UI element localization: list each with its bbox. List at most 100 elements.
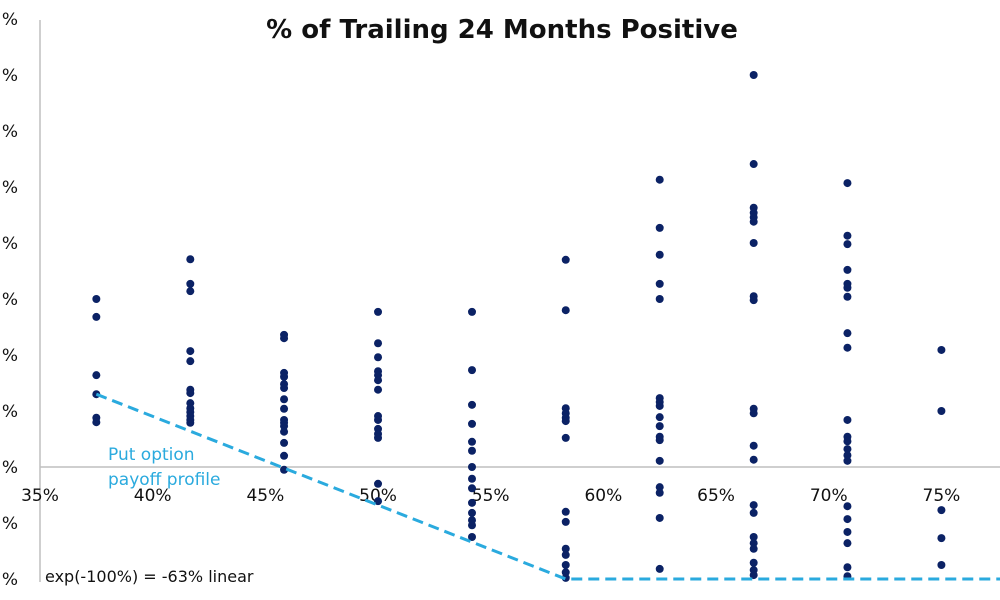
data-point — [561, 561, 570, 569]
put-option-payoff-line — [95, 392, 1000, 581]
data-point — [186, 255, 195, 264]
data-point — [186, 389, 195, 398]
data-point — [843, 240, 852, 249]
data-point — [468, 498, 476, 507]
x-tick-labels: 35% 40% 45% 50% 55% 60% 65% 70% 75% — [21, 486, 960, 506]
data-point — [937, 534, 946, 543]
data-point — [374, 353, 383, 362]
data-point — [374, 339, 383, 348]
data-point — [468, 446, 476, 455]
data-point — [843, 415, 852, 424]
data-point — [374, 433, 383, 442]
data-point — [843, 502, 852, 511]
data-point — [468, 508, 476, 517]
data-point — [561, 433, 570, 442]
scatter-points — [92, 71, 946, 582]
data-point — [655, 295, 664, 303]
data-point — [280, 422, 289, 431]
data-point — [843, 527, 852, 536]
data-point — [468, 521, 476, 530]
y-tick-label: % — [2, 122, 18, 142]
x-tick-label: 55% — [472, 486, 510, 506]
data-point — [280, 395, 289, 404]
data-point — [655, 488, 664, 497]
data-point — [561, 306, 570, 315]
data-point — [468, 463, 476, 471]
x-tick-label: 60% — [584, 486, 622, 506]
data-point — [561, 517, 570, 526]
data-point — [468, 437, 476, 446]
data-point — [655, 279, 664, 288]
y-tick-label: % — [2, 66, 18, 86]
data-point — [655, 223, 664, 232]
data-point — [655, 175, 664, 184]
data-point — [280, 372, 289, 381]
data-point — [468, 533, 476, 541]
data-point — [937, 407, 946, 415]
data-point — [468, 400, 476, 409]
y-tick-label: % — [2, 346, 18, 366]
data-point — [561, 568, 570, 577]
data-point — [843, 329, 852, 338]
data-point — [749, 455, 758, 464]
data-point — [655, 456, 664, 465]
data-point — [186, 347, 195, 356]
data-point — [843, 445, 852, 454]
data-point — [374, 376, 383, 385]
data-point — [843, 563, 852, 572]
data-point — [843, 179, 852, 188]
data-point — [749, 217, 758, 226]
data-point — [374, 307, 383, 316]
x-tick-label: 35% — [21, 486, 59, 506]
y-tick-labels: %%%%%%%%%%% — [2, 10, 18, 590]
data-point — [749, 409, 758, 418]
data-point — [843, 437, 852, 446]
data-point — [561, 544, 570, 553]
chart-title: % of Trailing 24 Months Positive — [266, 15, 738, 45]
data-point — [749, 296, 758, 305]
y-tick-label: % — [2, 514, 18, 534]
x-tick-label: 75% — [923, 486, 961, 506]
data-point — [749, 239, 758, 247]
data-point — [843, 515, 852, 524]
data-point — [280, 451, 289, 460]
data-point — [937, 561, 946, 569]
data-point — [843, 451, 852, 460]
data-point — [186, 279, 195, 288]
data-point — [92, 312, 101, 321]
data-point — [749, 160, 758, 169]
data-point — [749, 71, 758, 79]
data-point — [655, 513, 664, 522]
data-point — [280, 384, 289, 393]
y-tick-label: % — [2, 570, 18, 590]
data-point — [843, 265, 852, 274]
data-point — [843, 231, 852, 240]
x-tick-label: 70% — [810, 486, 848, 506]
y-tick-label: % — [2, 402, 18, 422]
data-point — [937, 506, 946, 515]
data-point — [655, 483, 664, 492]
data-point — [374, 479, 383, 488]
data-point — [655, 250, 664, 259]
data-point — [843, 456, 852, 465]
y-tick-label: % — [2, 458, 18, 478]
data-point — [843, 292, 852, 301]
data-point — [749, 558, 758, 567]
data-point — [749, 501, 758, 510]
data-point — [561, 417, 570, 426]
data-point — [92, 418, 101, 427]
data-point — [843, 283, 852, 292]
data-point — [749, 544, 758, 553]
data-point — [468, 307, 476, 316]
data-point — [561, 550, 570, 559]
data-point — [561, 255, 570, 264]
y-tick-label: % — [2, 290, 18, 310]
data-point — [655, 401, 664, 410]
data-point — [186, 418, 195, 427]
data-point — [92, 295, 101, 303]
data-point — [374, 385, 383, 394]
data-point — [280, 465, 289, 474]
exp-note: exp(-100%) = -63% linear — [45, 567, 254, 586]
data-point — [468, 474, 476, 483]
